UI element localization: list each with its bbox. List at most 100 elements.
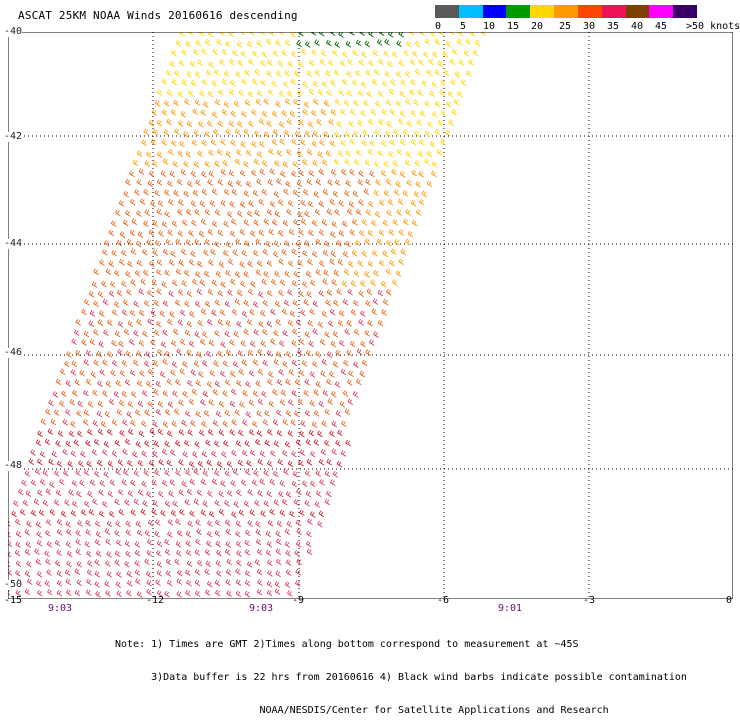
wind-barb — [177, 569, 183, 577]
wind-barb — [272, 50, 279, 57]
wind-barb — [140, 278, 147, 286]
wind-barb — [211, 450, 217, 458]
wind-barb — [21, 479, 27, 487]
wind-barb — [266, 120, 272, 127]
wind-barb — [434, 38, 441, 45]
colorbar-swatch — [506, 5, 531, 18]
wind-barb — [306, 70, 313, 77]
wind-barb — [172, 160, 179, 168]
wind-barb — [349, 138, 356, 146]
wind-barb — [206, 459, 213, 467]
wind-barb — [176, 550, 182, 557]
wind-barb — [279, 480, 286, 487]
wind-barb — [145, 570, 152, 578]
wind-barb — [188, 32, 194, 36]
wind-barb — [187, 89, 194, 97]
wind-barb — [164, 590, 170, 598]
wind-barb — [175, 439, 181, 447]
wind-barb — [183, 269, 190, 277]
wind-barb — [220, 168, 227, 176]
wind-barb — [81, 339, 87, 346]
wind-barb — [190, 419, 196, 427]
wind-barb — [348, 260, 354, 268]
wind-barb — [357, 119, 363, 127]
wind-barb — [372, 298, 379, 305]
wind-barb — [171, 139, 177, 147]
wind-barb — [260, 79, 266, 86]
wind-barb — [389, 138, 396, 146]
colorbar-label: 15 — [507, 21, 520, 32]
wind-barb — [290, 50, 297, 58]
wind-barb — [205, 350, 212, 358]
wind-barb — [174, 299, 181, 307]
wind-barb — [221, 78, 228, 86]
wind-barb — [319, 260, 325, 267]
wind-barb — [305, 349, 312, 357]
wind-barb — [152, 500, 159, 507]
wind-barb — [230, 110, 237, 117]
wind-barb — [298, 290, 305, 297]
wind-barb — [76, 560, 83, 568]
wind-barb — [276, 520, 283, 528]
wind-barb — [274, 300, 281, 308]
wind-barb — [167, 318, 173, 326]
wind-barb — [253, 469, 259, 477]
wind-barb — [386, 239, 392, 247]
wind-barb — [37, 489, 43, 497]
wind-barb — [282, 418, 288, 426]
wind-barb — [44, 550, 50, 558]
wind-barb — [135, 240, 142, 248]
wind-barb — [255, 238, 262, 245]
wind-barb — [301, 280, 308, 288]
wind-barb — [26, 560, 32, 568]
wind-barb — [304, 240, 310, 247]
wind-barb — [139, 370, 145, 377]
wind-barb — [261, 110, 268, 118]
wind-barb — [75, 538, 81, 546]
wind-barb — [318, 400, 325, 408]
wind-barb — [330, 250, 337, 258]
wind-barb — [287, 399, 294, 406]
wind-barb — [463, 49, 470, 57]
wind-barb — [126, 589, 132, 597]
wind-barb — [457, 90, 463, 98]
wind-barb — [185, 239, 192, 246]
wind-barb — [184, 329, 191, 337]
wind-barb — [261, 188, 268, 196]
wind-barb — [350, 280, 357, 287]
wind-barb — [289, 110, 296, 118]
wind-barb — [287, 319, 294, 327]
wind-barb — [313, 389, 320, 396]
wind-barb — [15, 541, 21, 548]
wind-barb — [289, 510, 295, 518]
wind-barb — [295, 568, 301, 576]
wind-barb — [102, 449, 108, 456]
wind-barb — [307, 319, 314, 327]
wind-barb — [349, 168, 355, 176]
wind-barb — [206, 381, 213, 388]
wind-barb — [166, 430, 173, 437]
wind-barb — [219, 370, 226, 378]
wind-barb — [28, 458, 35, 466]
wind-barb — [331, 420, 338, 428]
wind-barb — [314, 69, 321, 76]
wind-barb — [162, 300, 169, 307]
wind-barb — [349, 229, 356, 236]
wind-barb — [238, 89, 245, 97]
wind-barb — [295, 519, 302, 527]
wind-barb — [265, 549, 272, 556]
colorbar-swatch — [530, 5, 555, 18]
wind-barb — [94, 581, 100, 588]
wind-barb — [270, 278, 277, 286]
wind-barb — [434, 68, 440, 76]
wind-barb — [108, 260, 115, 268]
wind-barb — [177, 529, 183, 537]
wind-barb — [70, 420, 76, 428]
wind-barb — [308, 429, 315, 437]
wind-barb — [282, 80, 289, 88]
wind-barb — [318, 289, 325, 297]
wind-barb — [140, 508, 147, 516]
wind-barb — [211, 188, 218, 196]
wind-barb — [404, 70, 411, 78]
wind-barb — [193, 360, 200, 367]
